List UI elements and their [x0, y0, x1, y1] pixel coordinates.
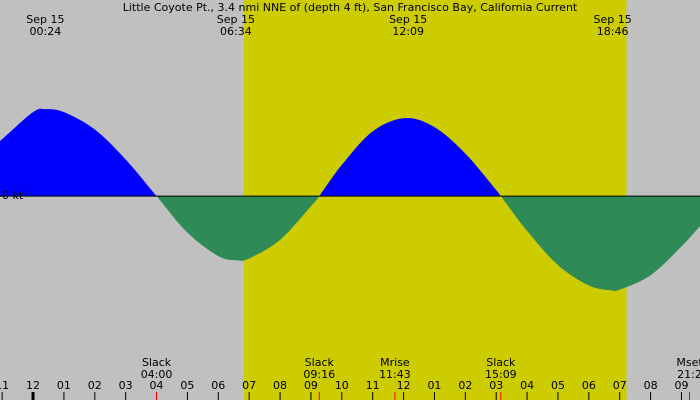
x-tick-label: 10 — [335, 379, 349, 392]
x-tick-label: 04 — [150, 379, 164, 392]
top-time: 12:09 — [392, 25, 424, 38]
x-tick-label: 12 — [397, 379, 411, 392]
top-time: 06:34 — [220, 25, 252, 38]
x-tick-label: 07 — [613, 379, 627, 392]
x-tick-label: 07 — [242, 379, 256, 392]
x-tick-label: 02 — [458, 379, 472, 392]
top-time: 18:46 — [597, 25, 629, 38]
top-time: 00:24 — [30, 25, 62, 38]
event-name: Slack — [305, 356, 335, 369]
event-name: Slack — [486, 356, 516, 369]
top-date: Sep 15 — [26, 13, 64, 26]
x-tick-label: 12 — [26, 379, 40, 392]
x-tick-label: 05 — [180, 379, 194, 392]
marks: 0 kt 11 12 01 02 03 04 05 06 07 08 09 10 11 12 01 02 03 04… — [0, 13, 700, 400]
event-time: 04:00 — [141, 368, 173, 381]
x-tick-label: 08 — [273, 379, 287, 392]
event-name: Mset — [676, 356, 700, 369]
x-tick-label: 09 — [674, 379, 688, 392]
event-name: Slack — [142, 356, 172, 369]
top-date: Sep 15 — [389, 13, 427, 26]
x-tick-label: 09 — [304, 379, 318, 392]
flood-area — [0, 108, 501, 197]
top-date: Sep 15 — [593, 13, 631, 26]
event-time: 15:09 — [485, 368, 517, 381]
event-time: 09:16 — [303, 368, 335, 381]
event-time: 11:43 — [379, 368, 411, 381]
chart-title: Little Coyote Pt., 3.4 nmi NNE of (depth… — [123, 1, 578, 14]
x-tick-label: 08 — [644, 379, 658, 392]
ebb-area — [0, 196, 700, 292]
x-tick-label: 03 — [119, 379, 133, 392]
x-tick-label: 06 — [582, 379, 596, 392]
x-tick-label: 11 — [366, 379, 380, 392]
event-time: 21:2 — [677, 368, 700, 381]
x-tick-label: 01 — [427, 379, 441, 392]
event-name: Mrise — [380, 356, 410, 369]
x-tick-label: 11 — [0, 379, 9, 392]
x-tick-label: 06 — [211, 379, 225, 392]
x-tick-label: 05 — [551, 379, 565, 392]
x-tick-label: 01 — [57, 379, 71, 392]
top-date: Sep 15 — [217, 13, 255, 26]
x-tick-label: 03 — [489, 379, 503, 392]
x-tick-label: 04 — [520, 379, 534, 392]
y-tick-label: 0 kt — [2, 189, 24, 202]
x-tick-label: 02 — [88, 379, 102, 392]
